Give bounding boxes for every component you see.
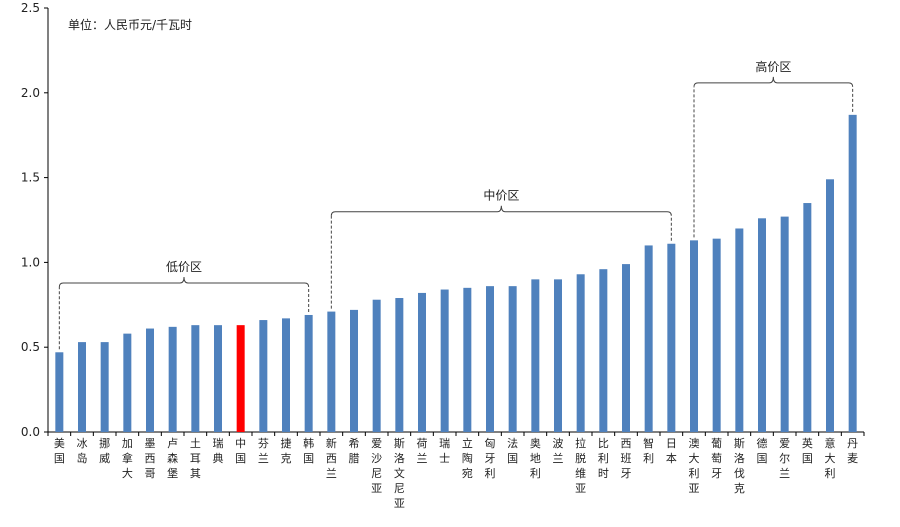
bracket-label: 低价区 [166, 260, 202, 274]
x-tick-label: 爱沙尼亚 [371, 437, 382, 495]
bracket-line [693, 76, 854, 87]
bar [667, 243, 676, 432]
x-tick-label: 新西兰 [326, 436, 337, 480]
x-tick-label: 韩国 [303, 436, 314, 465]
bar [463, 287, 472, 432]
x-tick-label: 美国 [54, 437, 65, 465]
bar [440, 289, 449, 432]
bar [735, 228, 744, 432]
y-tick-label: 2.0 [21, 86, 40, 100]
y-tick-label: 0.5 [21, 340, 40, 354]
bar [690, 240, 698, 432]
bar [327, 311, 336, 432]
bars-group [55, 114, 857, 433]
bar [123, 333, 132, 432]
x-tick-label: 立陶宛 [462, 436, 473, 480]
bar [599, 269, 608, 432]
bracket-line [330, 205, 672, 216]
x-tick-label: 芬兰 [258, 437, 269, 465]
bar [395, 298, 404, 432]
bar [644, 245, 653, 432]
bar [282, 318, 290, 432]
bar [486, 286, 494, 432]
x-tick-label: 荷兰 [417, 437, 428, 465]
bar [304, 314, 313, 432]
x-tick-label: 奥地利 [530, 436, 541, 480]
bar [848, 114, 857, 433]
bar [758, 218, 766, 432]
x-tick-label: 瑞士 [439, 436, 450, 465]
y-tick-label: 1.0 [21, 255, 40, 269]
bar [372, 299, 381, 432]
bracket-label: 中价区 [483, 188, 519, 203]
bar [712, 238, 721, 432]
x-tick-label: 智利 [643, 436, 654, 465]
x-tick-label: 中国 [235, 437, 246, 465]
bar [236, 325, 245, 432]
x-tick-label: 加拿大 [122, 437, 133, 480]
bar [576, 274, 585, 432]
x-tick-label: 卢森堡 [167, 437, 178, 480]
x-tick-label: 丹麦 [847, 437, 858, 465]
bar [780, 216, 789, 432]
x-tick-label: 爱尔兰 [779, 437, 790, 480]
y-tick-label: 2.5 [21, 1, 40, 15]
x-tick-label: 比利时 [598, 437, 609, 480]
bar [168, 326, 177, 432]
x-tick-label: 挪威 [99, 436, 110, 465]
x-tick-label: 法国 [507, 436, 518, 465]
bar [531, 279, 540, 432]
x-tick-label: 英国 [802, 436, 813, 465]
x-tick-label: 瑞典 [213, 436, 224, 465]
bar [191, 325, 200, 432]
bar [508, 286, 517, 432]
x-tick-label: 斯洛伐克 [734, 437, 745, 495]
x-tick-label: 澳大利亚 [689, 437, 700, 495]
unit-label: 单位：人民币元/千瓦时 [68, 17, 192, 32]
x-tick-label: 西班牙 [621, 437, 632, 480]
brackets-group: 低价区 中价区 高价区 [58, 59, 854, 350]
bar [259, 320, 268, 432]
bar [803, 203, 812, 432]
bracket-label: 高价区 [755, 59, 791, 74]
x-tick-label: 土耳其 [190, 437, 201, 480]
bar [78, 342, 86, 432]
bar [826, 179, 834, 432]
x-tick-label: 斯洛文尼亚 [394, 437, 405, 510]
bar [622, 264, 630, 432]
y-tick-label: 0.0 [21, 425, 40, 439]
x-tick-label: 日本 [666, 437, 677, 465]
bar [214, 325, 222, 432]
x-tick-label: 拉脱维亚 [575, 436, 586, 495]
x-tick-label: 捷克 [281, 436, 292, 465]
bar [55, 352, 64, 432]
bar [100, 342, 109, 432]
bar [146, 328, 154, 432]
x-tick-label: 墨西哥 [145, 437, 156, 480]
x-tick-label: 德国 [757, 436, 768, 465]
bracket-line [58, 276, 310, 288]
x-tick-label: 希腊 [349, 436, 360, 465]
x-tick-label: 匈牙利 [485, 436, 496, 480]
x-tick-label: 意大利 [825, 436, 836, 480]
x-tick-label: 冰岛 [77, 437, 88, 465]
x-tick-label: 波兰 [553, 437, 564, 465]
bar [418, 292, 426, 432]
x-tick-label: 葡萄牙 [711, 437, 722, 480]
y-tick-label: 1.5 [21, 171, 40, 185]
axes: 0.0 0.5 1.0 1.5 2.0 2.5 [21, 1, 865, 439]
bar [554, 279, 562, 432]
bar [350, 309, 358, 432]
